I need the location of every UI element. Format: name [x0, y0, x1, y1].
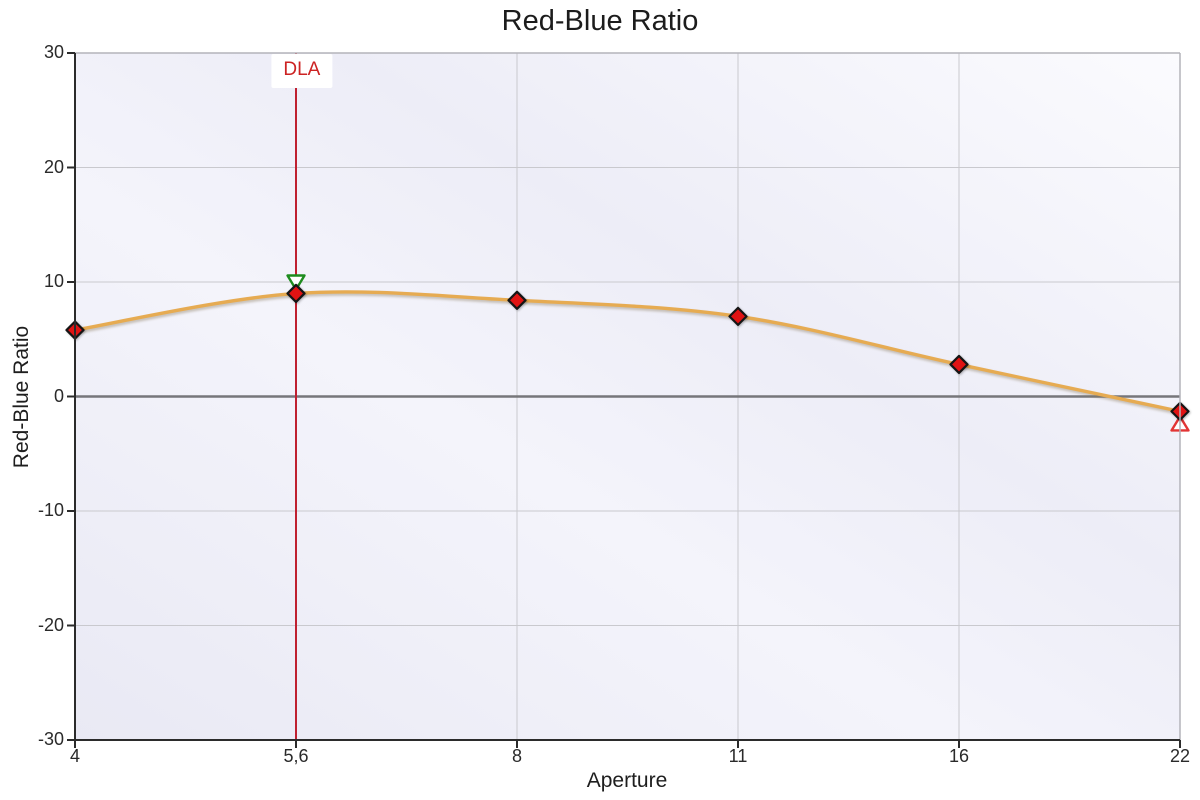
x-axis-title: Aperture: [586, 769, 668, 792]
x-tick-label: 8: [511, 746, 523, 766]
y-tick-label: 0: [53, 385, 64, 406]
x-tick-label: 4: [69, 746, 81, 766]
chart-title: Red-Blue Ratio: [501, 5, 699, 37]
series-line: [74, 290, 1181, 414]
x-tick-label: 22: [1169, 746, 1191, 766]
x-tick-label: 16: [948, 746, 970, 766]
y-tick-label: 30: [43, 42, 64, 63]
x-tick-label: 11: [728, 746, 748, 766]
dla-annotation-label: DLA: [271, 54, 333, 88]
y-tick-label: 10: [43, 271, 64, 292]
x-tick-label: 5,6: [283, 746, 309, 766]
triangle-down-marker: [286, 274, 306, 291]
data-point-diamond: [286, 283, 306, 304]
plot-area: [65, 52, 1190, 748]
data-point-diamond: [949, 354, 969, 375]
y-tick-label: -20: [37, 614, 64, 635]
y-tick-label: 20: [43, 156, 64, 177]
y-tick-label: -10: [37, 500, 64, 521]
data-point-diamond: [728, 306, 748, 326]
data-point-diamond: [507, 290, 527, 310]
y-tick-label: -30: [37, 729, 64, 750]
